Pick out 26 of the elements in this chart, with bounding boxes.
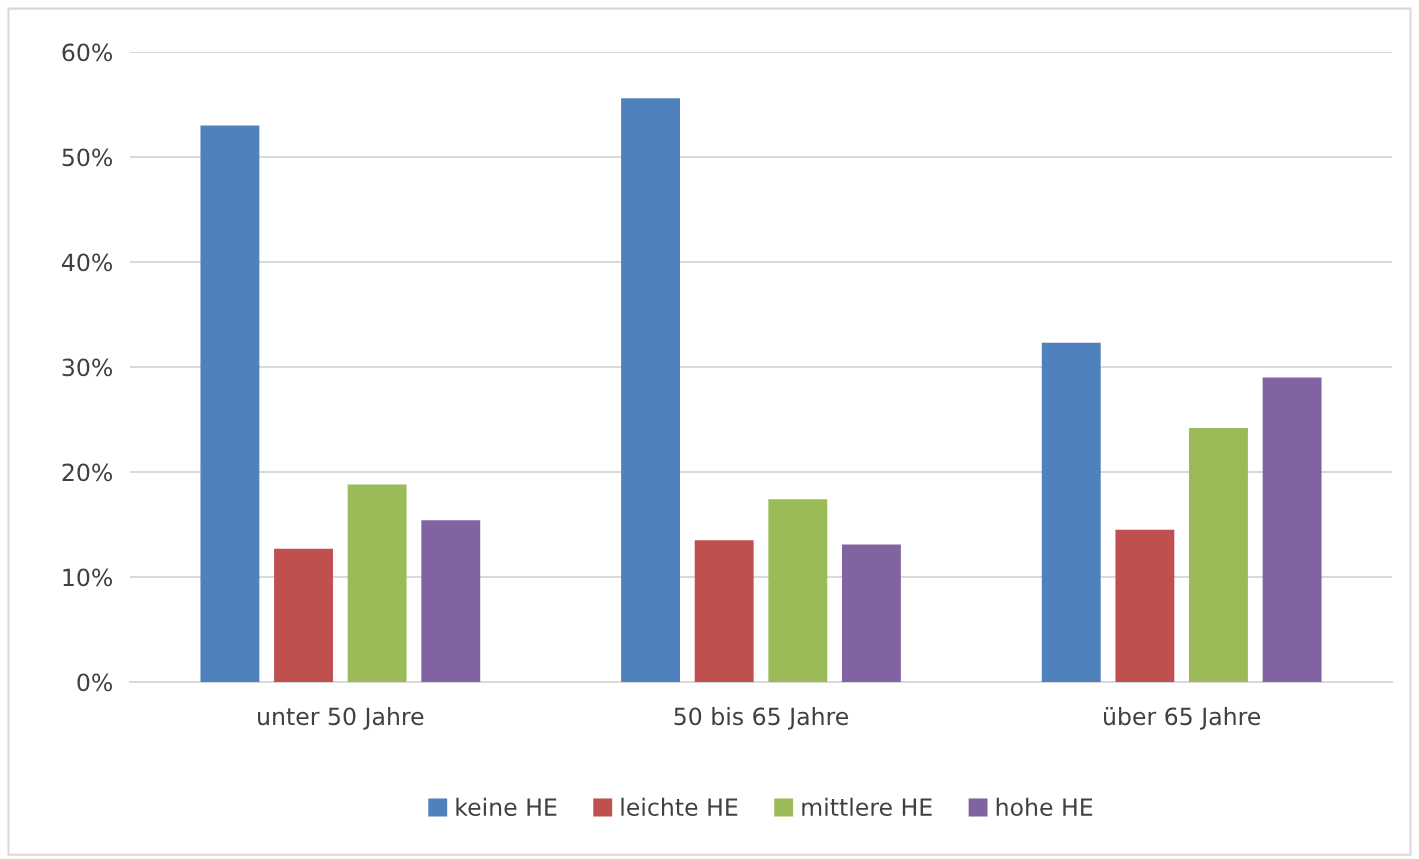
bar [1262, 377, 1322, 682]
bar [841, 544, 901, 682]
bar [274, 548, 333, 682]
bar [1189, 427, 1248, 682]
y-tick-label: 40% [62, 253, 113, 272]
legend-label: leichte HE [621, 797, 738, 817]
legend-label: mittlere HE [802, 797, 932, 817]
x-tick-label: 50 bis 65 Jahre [674, 707, 849, 730]
y-tick-label: 20% [62, 463, 113, 482]
bar [421, 520, 481, 682]
bar [1041, 342, 1101, 682]
legend-label: keine HE [456, 797, 557, 817]
bar [694, 540, 754, 682]
y-tick-label: 60% [62, 43, 113, 62]
y-tick-label: 10% [63, 568, 113, 587]
bar [621, 98, 681, 682]
legend-label: hohe HE [996, 797, 1093, 817]
y-tick-label: 50% [62, 148, 113, 167]
bar [1115, 529, 1175, 682]
y-tick-label: 0% [77, 673, 113, 692]
x-tick-label: unter 50 Jahre [258, 707, 424, 730]
bar [347, 484, 407, 682]
x-tick-label: über 65 Jahre [1104, 707, 1261, 730]
bar [200, 125, 260, 682]
bar [768, 499, 828, 682]
y-tick-label: 30% [62, 358, 113, 377]
